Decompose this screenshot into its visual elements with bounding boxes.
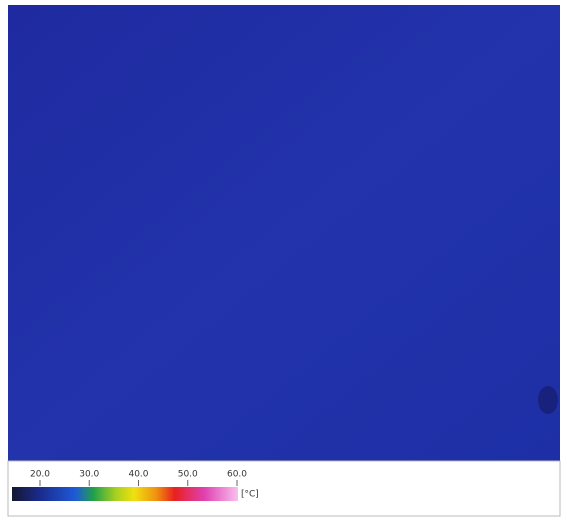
thermal-image bbox=[8, 5, 560, 461]
dark-spot bbox=[538, 386, 558, 414]
tick-label: 60.0 bbox=[227, 470, 247, 480]
tick-label: 40.0 bbox=[128, 470, 148, 480]
tick-label: 20.0 bbox=[30, 470, 50, 480]
thermal-view: [°C] 20.0 30.0 40.0 50.0 60.0 bbox=[0, 0, 567, 523]
tick-label: 50.0 bbox=[178, 470, 198, 480]
unit-label: [°C] bbox=[241, 490, 259, 500]
colorbar bbox=[12, 487, 238, 501]
tick-label: 30.0 bbox=[79, 470, 99, 480]
